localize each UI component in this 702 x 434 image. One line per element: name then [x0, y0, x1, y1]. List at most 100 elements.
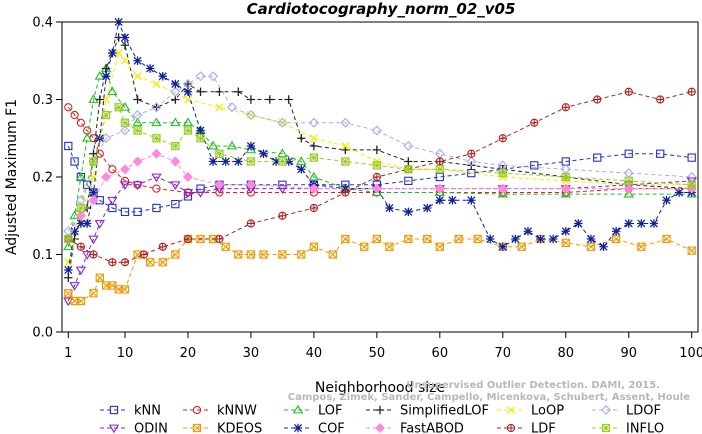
- data-point-ldf: [158, 242, 167, 251]
- legend-item-cof: COF: [284, 422, 345, 434]
- data-point-cof: [599, 242, 608, 251]
- data-point-odin: [63, 297, 74, 307]
- legend-label: FastABOD: [400, 422, 464, 434]
- data-point-kdeos: [611, 234, 621, 244]
- legend-label: LOF: [318, 404, 343, 419]
- data-point-ldof: [88, 156, 99, 167]
- data-point-lof: [119, 101, 131, 111]
- data-point-cof: [649, 219, 659, 228]
- data-point-lof: [497, 188, 508, 198]
- data-point-ldf: [183, 234, 193, 244]
- data-point-inflo: [372, 161, 382, 170]
- data-point-lof: [132, 117, 143, 127]
- data-point-inflo: [435, 165, 444, 174]
- data-point-ldf: [309, 203, 319, 213]
- data-point-kdeos: [372, 234, 382, 244]
- data-point-cof: [662, 196, 671, 205]
- data-point-ldof: [101, 133, 112, 144]
- data-point-kdeos: [637, 242, 646, 251]
- data-point-knnw: [76, 118, 86, 127]
- data-point-ldof: [208, 71, 219, 82]
- data-point-kdeos: [454, 234, 463, 244]
- data-point-cof: [284, 157, 293, 166]
- data-point-loop: [309, 134, 318, 143]
- data-point-inflo: [404, 165, 413, 174]
- data-point-loop: [133, 72, 142, 81]
- legend-item-fastabod: FastABOD: [366, 422, 464, 434]
- data-point-cof: [423, 203, 432, 213]
- data-point-fastabod: [214, 179, 225, 190]
- data-point-lof: [94, 70, 105, 80]
- data-point-ldof: [245, 110, 256, 120]
- data-point-ldf: [215, 234, 224, 244]
- y-tick-label: 0.4: [32, 16, 53, 31]
- data-point-odin: [75, 266, 87, 276]
- series-line-knn: [67, 145, 692, 213]
- data-point-loop: [152, 79, 161, 89]
- data-point-fastabod: [88, 195, 99, 206]
- data-point-knn: [404, 176, 413, 186]
- series-line-ldof: [67, 75, 692, 232]
- data-point-ldf: [467, 149, 476, 158]
- data-point-cof: [145, 64, 155, 73]
- data-point-fastabod: [119, 164, 130, 175]
- data-point-cof: [171, 79, 180, 89]
- data-point-cof: [221, 157, 230, 166]
- data-point-loop: [246, 110, 255, 120]
- data-point-ldf: [656, 95, 665, 104]
- data-point-fastabod: [170, 156, 181, 167]
- x-axis: 1 10 20 30 40 50 60 70 80 90 100: [64, 332, 702, 361]
- chart-title: Cardiotocography_norm_02_v05: [247, 0, 516, 18]
- data-point-simplifiedlof: [234, 87, 243, 96]
- data-point-knnw: [70, 110, 79, 120]
- data-point-lof: [296, 156, 307, 165]
- data-point-cof: [586, 234, 596, 244]
- data-point-kdeos: [328, 250, 337, 259]
- x-tick-label: 100: [679, 346, 702, 361]
- data-point-knn: [624, 149, 633, 158]
- data-point-kdeos: [89, 289, 98, 298]
- data-point-cof: [108, 48, 117, 58]
- data-point-ldof: [308, 117, 319, 128]
- data-point-fastabod: [308, 183, 319, 194]
- data-point-simplifiedlof: [196, 87, 205, 96]
- data-point-cof: [523, 227, 533, 236]
- data-point-odin: [82, 251, 93, 260]
- watermark-line: Campos, Zimek, Sander, Campello, Micenko…: [288, 392, 690, 403]
- data-point-cof: [536, 234, 545, 244]
- data-point-cof: [574, 219, 583, 228]
- data-point-inflo: [498, 168, 507, 178]
- legend-item-knn: kNN: [100, 404, 161, 419]
- data-point-inflo: [183, 126, 193, 135]
- data-point-knn: [656, 149, 665, 158]
- data-point-kdeos: [76, 296, 86, 306]
- data-point-simplifiedlof: [265, 95, 275, 104]
- data-point-ldof: [195, 71, 206, 82]
- data-point-knn: [152, 203, 161, 213]
- data-point-odin: [151, 173, 162, 183]
- data-point-cof: [196, 126, 205, 135]
- data-point-cof: [101, 72, 111, 81]
- data-point-knn: [530, 161, 539, 170]
- data-point-odin: [195, 189, 206, 198]
- data-point-kdeos: [385, 242, 394, 251]
- data-point-fastabod: [623, 183, 634, 194]
- data-point-ldof: [170, 86, 181, 97]
- data-point-fastabod: [132, 156, 143, 167]
- data-point-kdeos: [473, 234, 482, 244]
- data-point-cof: [385, 203, 394, 213]
- data-point-knn: [83, 180, 92, 189]
- data-point-cof: [183, 87, 193, 96]
- data-point-knnw: [108, 165, 117, 174]
- data-point-odin: [94, 220, 105, 229]
- data-point-knn: [120, 207, 130, 217]
- data-point-inflo: [171, 141, 180, 151]
- watermark-line: Unsupervised Outlier Detection. DAMI, 20…: [406, 380, 660, 391]
- data-point-ldf: [530, 118, 539, 127]
- data-point-inflo: [76, 203, 86, 213]
- data-point-kdeos: [561, 238, 570, 248]
- data-point-cof: [297, 165, 306, 174]
- data-point-inflo: [278, 157, 287, 166]
- data-point-cof: [271, 157, 281, 166]
- data-point-ldof: [403, 141, 414, 151]
